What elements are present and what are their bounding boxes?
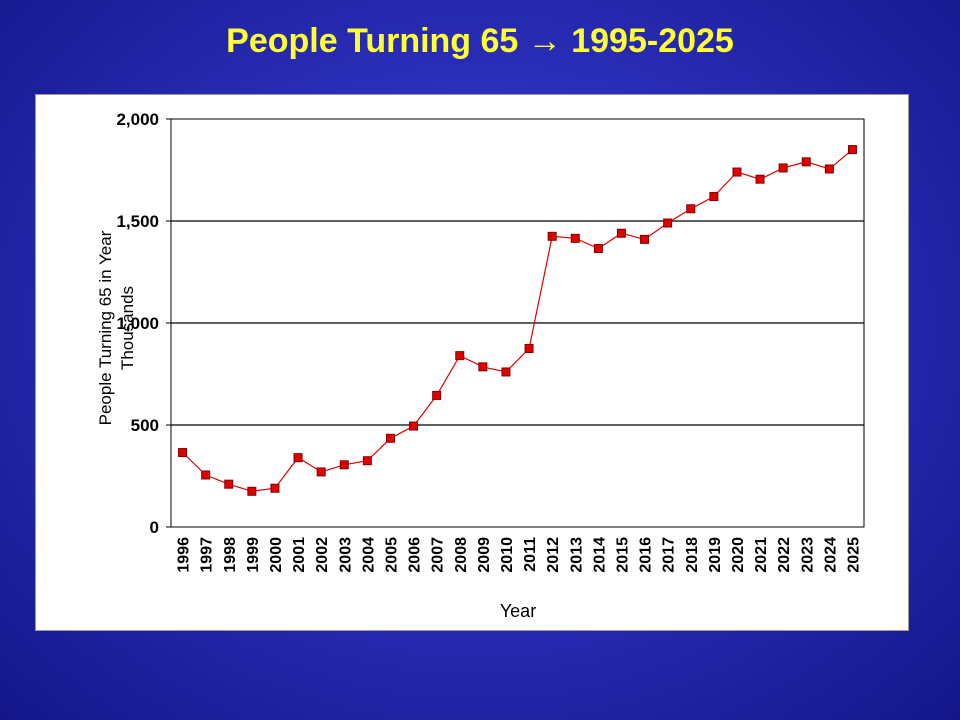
data-point <box>640 234 650 244</box>
data-point <box>224 479 234 489</box>
x-tick-label: 2010 <box>499 537 516 573</box>
x-tick-labels: 1996 1997 1998 1999 2000 2001 2002 2003 2004 2005… <box>176 537 863 573</box>
x-tick-label: 2004 <box>360 537 377 573</box>
data-point <box>501 367 511 377</box>
data-point <box>432 390 442 400</box>
series-line-layer <box>182 149 853 492</box>
y-axis-label-line-2: Thousands <box>118 286 137 370</box>
data-point <box>178 448 188 458</box>
y-tick-labels: 0 500 1,000 1,500 2,000 <box>116 110 171 537</box>
slide-title: People Turning 65 → 1995-2025 <box>226 22 734 60</box>
y-tick-label: 2,000 <box>116 110 159 129</box>
series-line <box>182 149 853 492</box>
data-point <box>732 167 742 177</box>
chart-panel: 0 500 1,000 1,500 2,000 1996 1997 1998 1999 2000… <box>35 94 909 631</box>
x-tick-label: 2009 <box>476 537 493 573</box>
data-point <box>339 460 349 470</box>
x-tick-label: 2000 <box>268 537 285 573</box>
data-point <box>755 174 765 184</box>
x-tick-label: 2006 <box>407 537 424 573</box>
x-tick-label: 2001 <box>291 537 308 573</box>
data-point <box>616 228 626 238</box>
x-tick-label: 2007 <box>430 537 447 573</box>
data-point <box>686 204 696 214</box>
x-tick-label: 1999 <box>245 537 262 573</box>
x-tick-label: 1997 <box>199 537 216 573</box>
data-point <box>201 470 211 480</box>
grid-layer <box>171 220 864 426</box>
data-point <box>316 467 326 477</box>
x-tick-label: 2021 <box>753 537 770 573</box>
y-tick-label: 1,000 <box>116 314 159 333</box>
data-point <box>385 433 395 443</box>
x-tick-label: 2017 <box>661 537 678 573</box>
data-point <box>409 421 419 431</box>
y-tick-label: 0 <box>150 518 159 537</box>
x-tick-label: 2011 <box>522 537 539 572</box>
x-tick-label: 2019 <box>707 537 724 573</box>
x-tick-label: 2003 <box>337 537 354 573</box>
x-tick-label: 2016 <box>638 537 655 573</box>
x-tick-label: 2008 <box>453 537 470 573</box>
data-point <box>709 192 719 202</box>
data-point <box>847 145 857 155</box>
x-tick-label: 1996 <box>176 537 193 573</box>
x-tick-label: 2012 <box>545 537 562 573</box>
x-tick-label: 1998 <box>222 537 239 573</box>
data-point <box>547 231 557 241</box>
data-point <box>478 362 488 372</box>
x-tick-label: 2015 <box>614 537 631 573</box>
data-point <box>270 483 280 493</box>
x-tick-label: 2024 <box>822 537 839 573</box>
data-point <box>455 351 465 361</box>
x-tick-label: 2014 <box>591 537 608 573</box>
y-axis-label-line-1: People Turning 65 in Year <box>96 230 115 425</box>
data-point <box>801 157 811 167</box>
data-point <box>824 164 834 174</box>
x-tick-label: 2023 <box>799 537 816 573</box>
y-tick-label: 500 <box>131 416 159 435</box>
y-tick-label: 1,500 <box>116 212 159 231</box>
data-point <box>593 244 603 254</box>
marker-layer <box>178 145 857 496</box>
data-point <box>778 163 788 173</box>
line-chart: 0 500 1,000 1,500 2,000 1996 1997 1998 1999 2000… <box>96 110 865 621</box>
x-tick-label: 2025 <box>845 537 862 573</box>
data-point <box>362 456 372 466</box>
x-tick-label: 2005 <box>383 537 400 573</box>
data-point <box>247 486 257 496</box>
data-point <box>663 218 673 228</box>
x-tick-label: 2018 <box>684 537 701 573</box>
x-tick-label: 2022 <box>776 537 793 573</box>
x-tick-label: 2020 <box>730 537 747 573</box>
x-axis-label: Year <box>500 601 536 621</box>
x-tick-label: 2002 <box>314 537 331 573</box>
data-point <box>524 344 534 353</box>
data-point <box>293 453 303 463</box>
data-point <box>570 233 580 243</box>
x-tick-label: 2013 <box>568 537 585 573</box>
